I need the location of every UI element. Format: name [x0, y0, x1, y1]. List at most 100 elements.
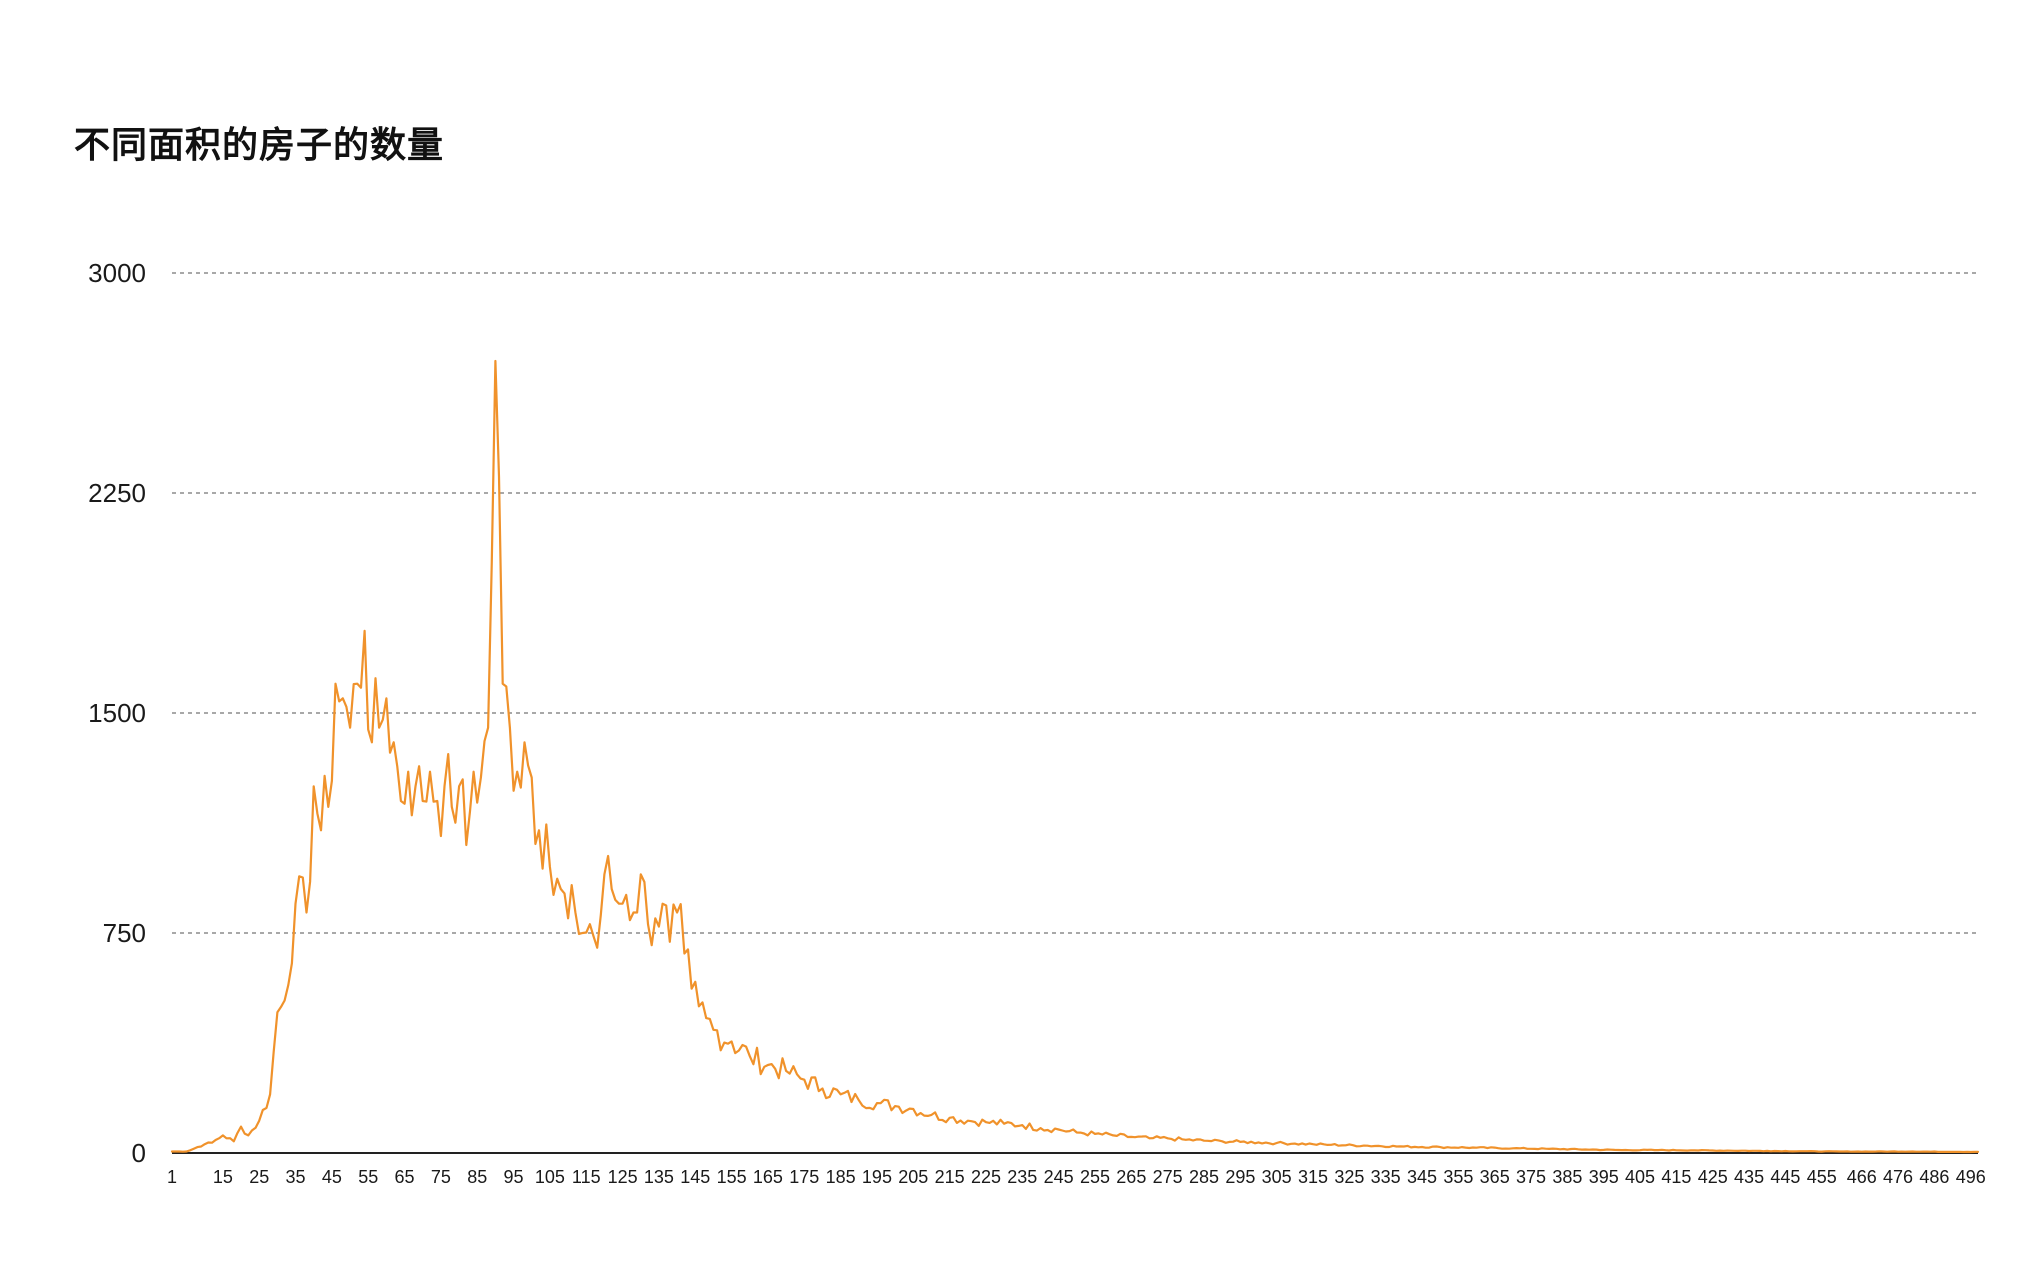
- data-point: [1112, 1134, 1114, 1137]
- data-point: [1948, 1151, 1950, 1153]
- y-tick-label: 1500: [88, 698, 146, 728]
- data-point: [1021, 1124, 1024, 1126]
- data-point: [1802, 1150, 1805, 1153]
- x-tick-label: 335: [1371, 1167, 1401, 1187]
- data-point: [1766, 1150, 1769, 1152]
- data-point: [767, 1064, 769, 1066]
- data-point: [320, 829, 322, 832]
- data-point: [589, 923, 591, 925]
- data-point: [276, 1011, 279, 1013]
- data-point: [1977, 1151, 1979, 1153]
- data-point: [458, 785, 460, 788]
- data-point: [1403, 1145, 1405, 1148]
- x-tick-label: 445: [1770, 1167, 1800, 1187]
- x-tick-label: 466: [1847, 1167, 1877, 1187]
- data-point: [294, 902, 297, 905]
- x-tick-label: 425: [1698, 1167, 1728, 1187]
- data-point: [545, 823, 548, 826]
- y-axis-tick-labels: 0 750 1500 2250 3000: [88, 258, 146, 1168]
- data-point: [1003, 1122, 1005, 1125]
- x-tick-label: 195: [862, 1167, 892, 1187]
- y-tick-label: 3000: [88, 258, 146, 288]
- x-tick-label: 476: [1883, 1167, 1913, 1187]
- data-point: [1366, 1144, 1369, 1147]
- x-tick-label: 115: [572, 1167, 601, 1187]
- data-point: [567, 917, 569, 920]
- x-tick-label: 395: [1589, 1167, 1619, 1187]
- data-point: [1239, 1141, 1242, 1143]
- x-tick-label: 285: [1189, 1167, 1219, 1187]
- x-tick-label: 415: [1661, 1167, 1691, 1187]
- series-group: [170, 359, 1980, 1154]
- data-point: [669, 941, 671, 943]
- data-point: [1166, 1137, 1169, 1140]
- x-tick-label: 255: [1080, 1167, 1110, 1187]
- data-point: [538, 829, 540, 832]
- data-point: [501, 682, 504, 685]
- data-point: [356, 682, 359, 685]
- data-point: [552, 894, 555, 896]
- data-point: [1512, 1147, 1514, 1150]
- data-point: [378, 726, 380, 729]
- data-point: [625, 894, 628, 896]
- x-tick-label: 85: [467, 1167, 487, 1187]
- x-tick-label: 375: [1516, 1167, 1546, 1187]
- data-point: [1875, 1150, 1878, 1153]
- y-tick-label: 0: [132, 1138, 146, 1168]
- x-tick-label: 496: [1956, 1167, 1986, 1187]
- data-point: [1657, 1149, 1660, 1151]
- data-point: [407, 770, 409, 773]
- data-point: [429, 770, 431, 773]
- data-point: [305, 911, 308, 914]
- data-point: [698, 1005, 700, 1008]
- data-point: [894, 1105, 896, 1107]
- data-point: [1057, 1128, 1060, 1131]
- x-tick-label: 95: [504, 1167, 524, 1187]
- x-tick-label: 455: [1807, 1167, 1837, 1187]
- data-point: [240, 1125, 242, 1128]
- data-point: [341, 697, 344, 700]
- x-tick-label: 65: [395, 1167, 415, 1187]
- data-point: [371, 741, 373, 744]
- data-point: [632, 911, 635, 914]
- data-point: [443, 785, 446, 788]
- data-point: [530, 776, 533, 779]
- data-point: [312, 785, 315, 788]
- data-point: [618, 902, 620, 905]
- x-tick-label: 405: [1625, 1167, 1655, 1187]
- data-point: [1584, 1148, 1587, 1151]
- data-point: [912, 1108, 915, 1110]
- data-point: [574, 911, 577, 914]
- data-point: [857, 1099, 860, 1101]
- data-point: [334, 682, 337, 685]
- x-tick-label: 135: [644, 1167, 674, 1187]
- data-point: [327, 806, 330, 808]
- y-tick-label: 750: [103, 918, 146, 948]
- series-line: [170, 359, 1980, 1154]
- data-point: [785, 1070, 787, 1072]
- data-point: [1185, 1139, 1187, 1141]
- data-point: [683, 952, 686, 955]
- data-point: [465, 844, 468, 846]
- x-tick-label: 15: [213, 1167, 233, 1187]
- data-point: [363, 630, 366, 632]
- gridlines: [172, 272, 1978, 934]
- x-tick-label: 75: [431, 1167, 451, 1187]
- data-point: [647, 923, 649, 925]
- x-tick-label: 25: [249, 1167, 269, 1187]
- data-point: [712, 1029, 715, 1031]
- data-point: [1275, 1142, 1278, 1144]
- data-point: [269, 1093, 271, 1096]
- x-tick-label: 175: [789, 1167, 819, 1187]
- data-point: [803, 1078, 806, 1081]
- x-tick-label: 325: [1334, 1167, 1364, 1187]
- data-point: [1839, 1150, 1841, 1153]
- x-tick-label: 45: [322, 1167, 342, 1187]
- x-tick-label: 235: [1007, 1167, 1037, 1187]
- data-point: [930, 1114, 933, 1116]
- data-point: [1221, 1140, 1223, 1143]
- x-tick-label: 486: [1919, 1167, 1949, 1187]
- data-point: [1203, 1139, 1205, 1142]
- data-point: [581, 932, 584, 934]
